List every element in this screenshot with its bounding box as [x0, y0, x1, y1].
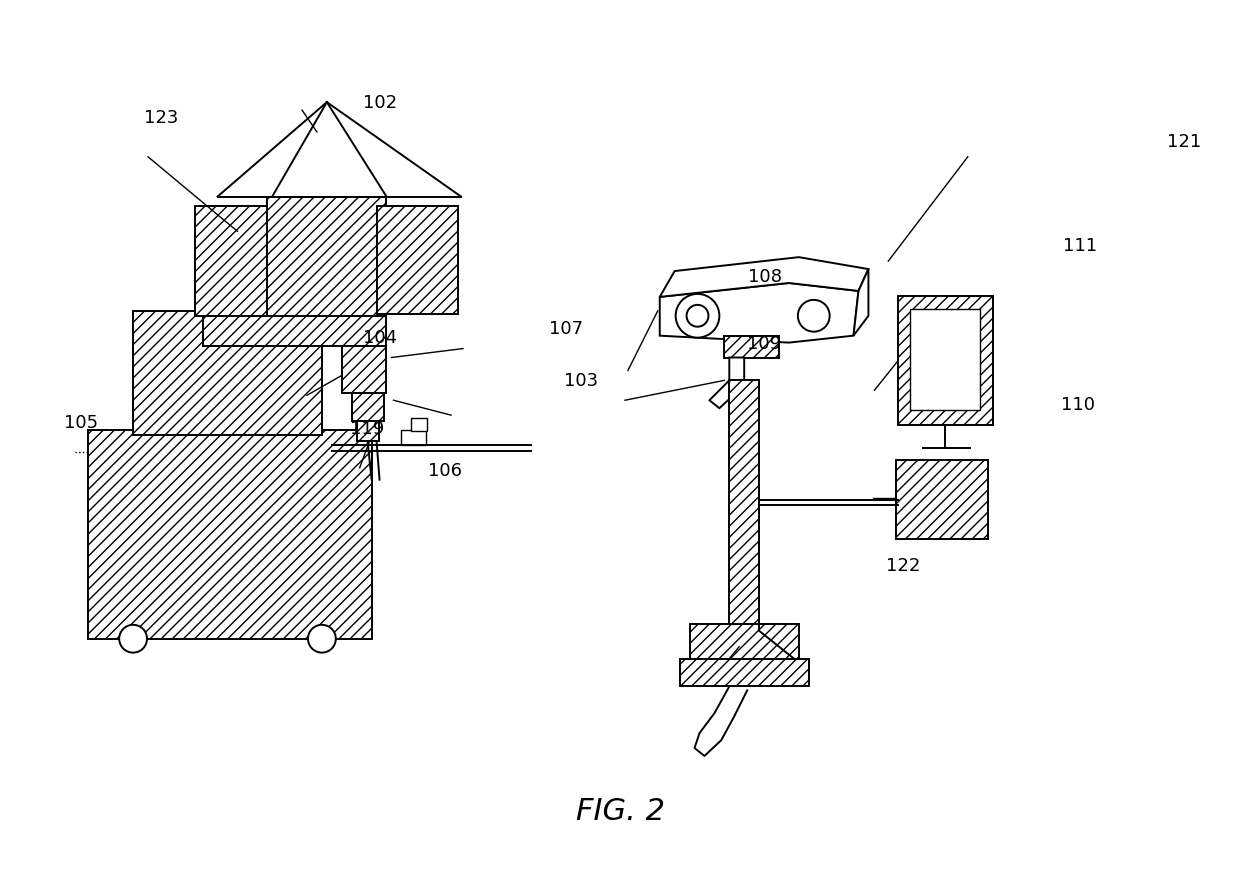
- Bar: [342, 346, 387, 393]
- Bar: [357, 421, 378, 441]
- Text: 110: 110: [1061, 396, 1095, 415]
- Bar: [897, 460, 987, 539]
- Bar: [412, 418, 428, 431]
- Text: 121: 121: [1167, 133, 1202, 150]
- Bar: [352, 393, 383, 421]
- Text: 122: 122: [887, 557, 920, 575]
- Bar: [729, 381, 759, 629]
- Text: 123: 123: [145, 108, 179, 127]
- Text: 105: 105: [64, 414, 99, 431]
- Polygon shape: [709, 358, 744, 408]
- Bar: [133, 311, 322, 435]
- Circle shape: [687, 304, 708, 326]
- Text: 111: 111: [1063, 237, 1096, 256]
- Polygon shape: [660, 283, 858, 343]
- Bar: [377, 206, 458, 314]
- Bar: [689, 624, 799, 662]
- Bar: [88, 430, 372, 639]
- Circle shape: [119, 625, 148, 653]
- Text: 119: 119: [350, 420, 384, 438]
- Bar: [195, 206, 277, 316]
- Bar: [910, 309, 980, 410]
- Polygon shape: [853, 270, 868, 336]
- Bar: [402, 430, 427, 445]
- Text: 108: 108: [749, 268, 782, 285]
- Circle shape: [797, 300, 830, 332]
- Bar: [680, 659, 808, 686]
- Text: 102: 102: [362, 94, 397, 112]
- Text: 106: 106: [428, 461, 463, 480]
- Circle shape: [308, 625, 336, 653]
- Bar: [268, 212, 337, 316]
- Bar: [202, 311, 387, 346]
- Bar: [898, 296, 992, 425]
- Bar: [724, 336, 779, 358]
- Bar: [268, 197, 387, 316]
- Text: 109: 109: [746, 335, 781, 354]
- Text: 103: 103: [563, 372, 598, 390]
- Text: 104: 104: [362, 328, 397, 346]
- Text: 107: 107: [549, 320, 583, 338]
- Text: FIG. 2: FIG. 2: [575, 797, 665, 826]
- Polygon shape: [660, 257, 868, 297]
- Circle shape: [676, 294, 719, 338]
